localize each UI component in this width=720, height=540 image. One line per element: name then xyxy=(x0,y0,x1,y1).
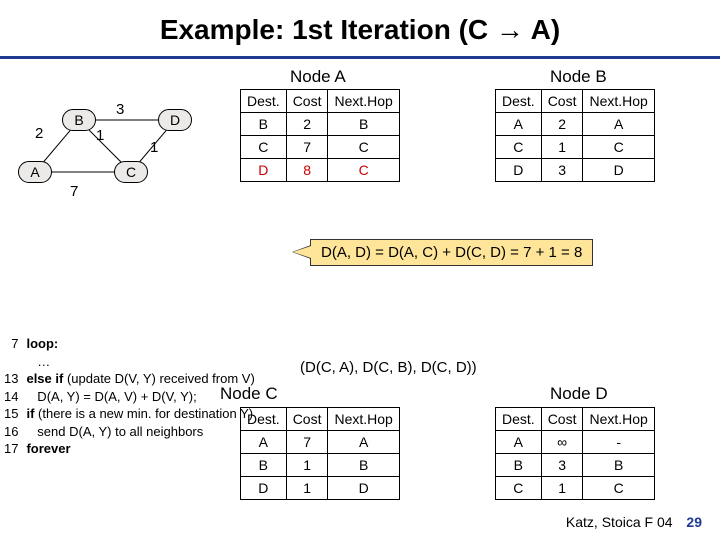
table-cell: D xyxy=(583,159,654,182)
table-cell: 1 xyxy=(286,477,328,500)
table-cell: 1 xyxy=(541,477,583,500)
table-cell: 8 xyxy=(286,159,328,182)
graph-node-b: B xyxy=(62,109,96,131)
graph-node-a: A xyxy=(18,161,52,183)
table-header: Cost xyxy=(286,408,328,431)
table-cell: C xyxy=(328,159,399,182)
footer: Katz, Stoica F 04 29 xyxy=(566,514,702,530)
table-cell: C xyxy=(583,477,654,500)
table-cell: ∞ xyxy=(541,431,583,454)
pseudocode-block: 7loop: …13else if (update D(V, Y) receiv… xyxy=(4,335,255,458)
table-cell: A xyxy=(496,113,542,136)
table-cell: C xyxy=(241,136,287,159)
title-rule xyxy=(0,56,720,59)
footer-page: 29 xyxy=(686,514,702,530)
table-header: Cost xyxy=(541,408,583,431)
table-cell: C xyxy=(583,136,654,159)
table-row: D1D xyxy=(241,477,400,500)
table-header: Cost xyxy=(541,90,583,113)
line-number: 15 xyxy=(4,405,26,423)
routing-table-d: Dest.CostNext.HopA∞-B3BC1C xyxy=(495,407,655,500)
table-row: A7A xyxy=(241,431,400,454)
table-header: Dest. xyxy=(241,90,287,113)
line-number: 13 xyxy=(4,370,26,388)
edge-weight: 1 xyxy=(96,127,104,144)
table-cell: D xyxy=(241,159,287,182)
table-header: Next.Hop xyxy=(328,90,399,113)
annotation-vector: (D(C, A), D(C, B), D(C, D)) xyxy=(300,359,477,376)
line-number: 7 xyxy=(4,335,26,353)
callout-formula: D(A, D) = D(A, C) + D(C, D) = 7 + 1 = 8 xyxy=(310,239,593,266)
table-cell: B xyxy=(241,113,287,136)
table-cell: C xyxy=(496,136,542,159)
nodeD-label: Node D xyxy=(550,384,608,404)
table-row: B1B xyxy=(241,454,400,477)
table-cell: 7 xyxy=(286,431,328,454)
table-cell: 2 xyxy=(541,113,583,136)
code-line: if (there is a new min. for destination … xyxy=(26,405,254,423)
table-cell: D xyxy=(496,159,542,182)
routing-table-c: Dest.CostNext.HopA7AB1BD1D xyxy=(240,407,400,500)
edge-weight: 7 xyxy=(70,183,78,200)
table-cell: C xyxy=(496,477,542,500)
table-row: C1C xyxy=(496,136,655,159)
table-row: D8C xyxy=(241,159,400,182)
table-cell: A xyxy=(496,431,542,454)
title-bar: Example: 1st Iteration (C → A) xyxy=(0,0,720,52)
routing-table-b: Dest.CostNext.HopA2AC1CD3D xyxy=(495,89,655,182)
table-header: Next.Hop xyxy=(328,408,399,431)
table-cell: B xyxy=(583,454,654,477)
line-number: 16 xyxy=(4,423,26,441)
table-cell: B xyxy=(496,454,542,477)
edge-weight: 2 xyxy=(35,125,43,142)
graph-node-c: C xyxy=(114,161,148,183)
table-cell: B xyxy=(328,113,399,136)
table-header: Next.Hop xyxy=(583,408,654,431)
code-line: D(A, Y) = D(A, V) + D(V, Y); xyxy=(26,388,254,406)
routing-table-a: Dest.CostNext.HopB2BC7CD8C xyxy=(240,89,400,182)
table-row: C7C xyxy=(241,136,400,159)
table-header: Dest. xyxy=(496,90,542,113)
code-line: send D(A, Y) to all neighbors xyxy=(26,423,254,441)
graph-node-d: D xyxy=(158,109,192,131)
table-row: A∞- xyxy=(496,431,655,454)
line-number: 17 xyxy=(4,440,26,458)
table-row: C1C xyxy=(496,477,655,500)
table-header: Cost xyxy=(286,90,328,113)
nodeA-label: Node A xyxy=(290,67,346,87)
table-cell: 1 xyxy=(541,136,583,159)
line-number xyxy=(4,353,26,371)
table-row: B3B xyxy=(496,454,655,477)
slide-title: Example: 1st Iteration (C → A) xyxy=(0,14,720,46)
edge-weight: 1 xyxy=(150,139,158,156)
code-line: forever xyxy=(26,440,254,458)
table-cell: C xyxy=(328,136,399,159)
table-cell: A xyxy=(328,431,399,454)
table-cell: 2 xyxy=(286,113,328,136)
edge-weight: 3 xyxy=(116,101,124,118)
nodeB-label: Node B xyxy=(550,67,607,87)
table-cell: 3 xyxy=(541,159,583,182)
table-row: B2B xyxy=(241,113,400,136)
table-header: Next.Hop xyxy=(583,90,654,113)
network-graph: ABCD23117 xyxy=(10,89,200,219)
code-line: … xyxy=(26,353,254,371)
table-cell: - xyxy=(583,431,654,454)
table-cell: A xyxy=(583,113,654,136)
table-header: Dest. xyxy=(496,408,542,431)
table-cell: 3 xyxy=(541,454,583,477)
table-cell: 1 xyxy=(286,454,328,477)
table-row: D3D xyxy=(496,159,655,182)
table-cell: B xyxy=(328,454,399,477)
footer-credit: Katz, Stoica F 04 xyxy=(566,514,673,530)
table-cell: D xyxy=(328,477,399,500)
table-cell: 7 xyxy=(286,136,328,159)
code-line: else if (update D(V, Y) received from V) xyxy=(26,370,254,388)
table-row: A2A xyxy=(496,113,655,136)
code-line: loop: xyxy=(26,335,254,353)
table-cell: D xyxy=(241,477,287,500)
line-number: 14 xyxy=(4,388,26,406)
